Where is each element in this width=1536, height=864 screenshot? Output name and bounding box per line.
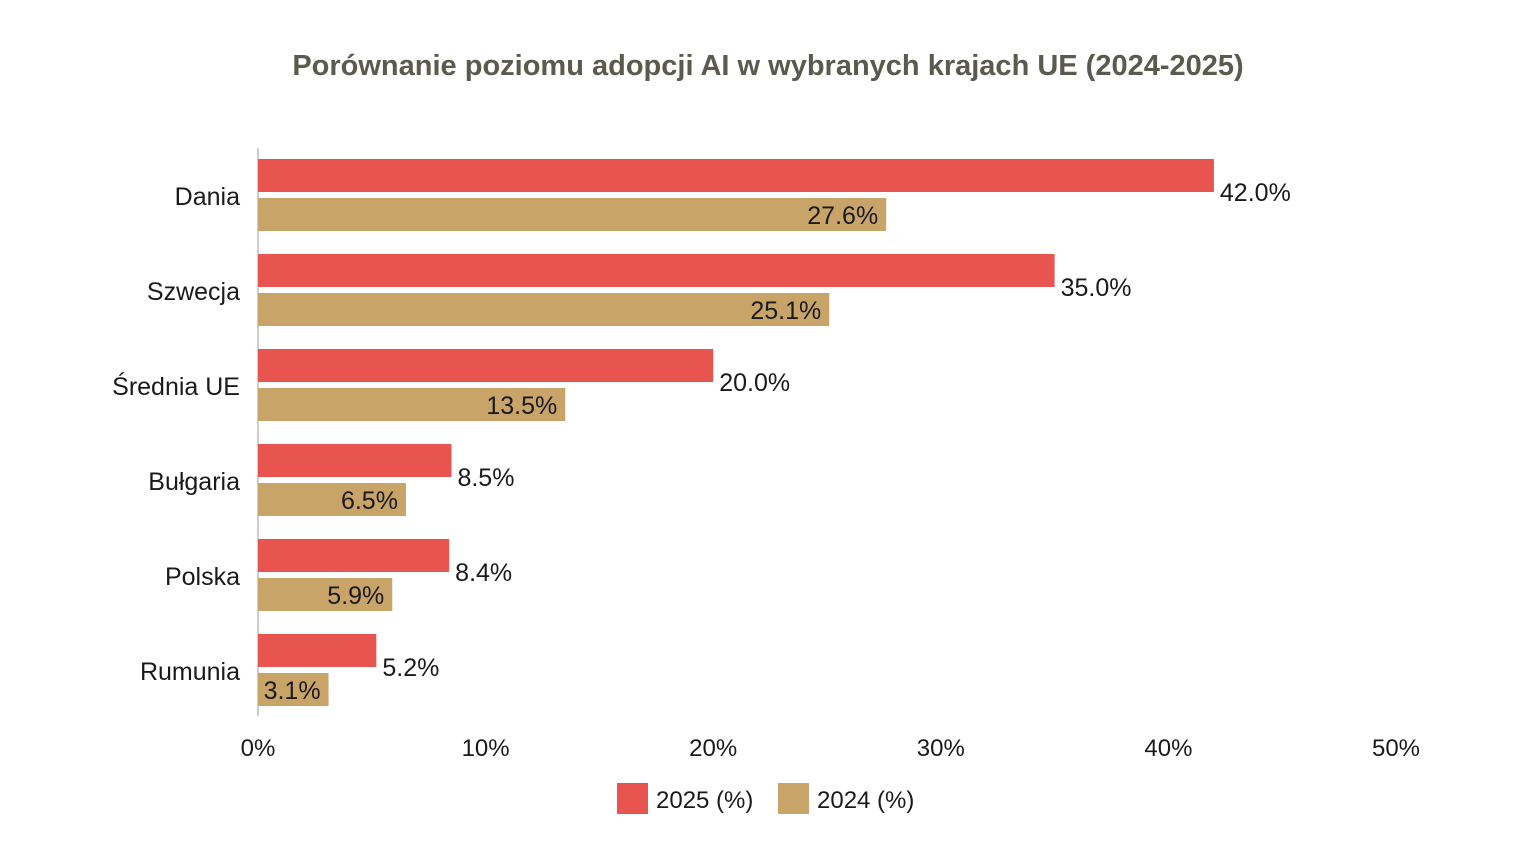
bar-2024 (258, 198, 887, 231)
x-tick-label: 0% (241, 735, 276, 762)
category-label: Rumunia (140, 658, 240, 686)
x-tick-label: 10% (462, 735, 510, 762)
category-label: Szwecja (147, 278, 240, 306)
legend-swatch (617, 783, 648, 814)
bar-2025 (258, 254, 1055, 287)
category-group: Bułgaria 8.5% 6.5% (148, 444, 514, 516)
legend: 2025 (%) 2024 (%) (617, 783, 914, 814)
legend-item: 2025 (%) (617, 783, 753, 814)
bar-2024 (258, 483, 406, 516)
data-label-2025: 8.4% (455, 559, 512, 587)
category-group: Średnia UE 20.0% 13.5% (112, 349, 790, 421)
bar-2025 (258, 349, 714, 382)
x-tick-label: 20% (689, 735, 737, 762)
legend-label: 2024 (%) (817, 787, 914, 814)
data-label-2024: 27.6% (807, 202, 878, 230)
data-label-2024: 13.5% (486, 392, 557, 420)
x-tick-label: 30% (917, 735, 965, 762)
category-label: Polska (165, 563, 240, 591)
x-tick-label: 50% (1372, 735, 1420, 762)
data-label-2024: 25.1% (750, 297, 821, 325)
bar-2025 (258, 634, 377, 667)
legend-swatch (778, 783, 809, 814)
bar-2024 (258, 578, 393, 611)
category-group: Polska 8.4% 5.9% (165, 539, 512, 611)
data-label-2024: 6.5% (341, 487, 398, 515)
chart-title: Porównanie poziomu adopcji AI w wybranyc… (292, 50, 1243, 82)
data-label-2024: 3.1% (264, 677, 321, 705)
bar-2024 (258, 388, 566, 421)
bar-2025 (258, 539, 450, 572)
x-tick-label: 40% (1144, 735, 1192, 762)
bar-2024 (258, 673, 329, 706)
legend-item: 2024 (%) (778, 783, 914, 814)
category-label: Bułgaria (148, 468, 240, 496)
legend-label: 2025 (%) (656, 787, 753, 814)
category-group: Dania 42.0% 27.6% (175, 159, 1291, 231)
bar-2024 (258, 293, 830, 326)
data-label-2025: 20.0% (719, 369, 790, 397)
data-label-2025: 8.5% (457, 464, 514, 492)
bar-2025 (258, 159, 1214, 192)
data-label-2025: 42.0% (1220, 179, 1291, 207)
data-label-2025: 5.2% (382, 654, 439, 682)
category-label: Średnia UE (112, 371, 240, 401)
category-group: Rumunia 5.2% 3.1% (140, 634, 439, 706)
category-group: Szwecja 35.0% 25.1% (147, 254, 1132, 326)
data-label-2025: 35.0% (1061, 274, 1132, 302)
bar-2025 (258, 444, 452, 477)
category-label: Dania (175, 183, 240, 211)
data-label-2024: 5.9% (327, 582, 384, 610)
